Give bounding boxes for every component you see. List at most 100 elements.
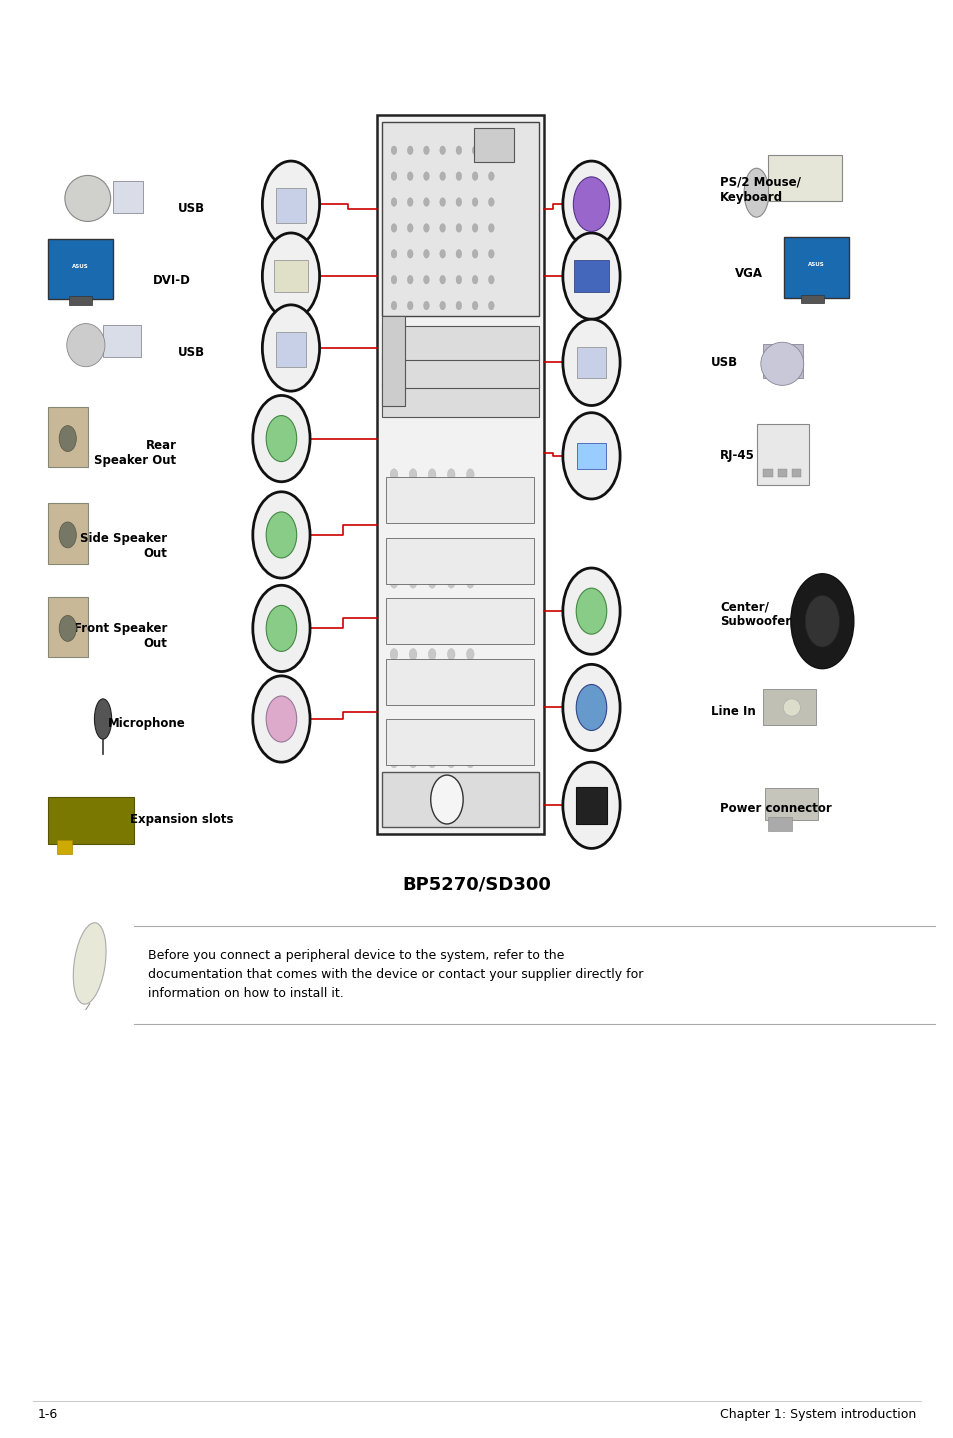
Circle shape — [456, 250, 461, 259]
Circle shape — [262, 305, 319, 391]
Circle shape — [409, 505, 416, 516]
Bar — [275, 332, 306, 367]
Circle shape — [562, 568, 619, 654]
Bar — [274, 260, 308, 292]
Bar — [574, 260, 608, 292]
Circle shape — [390, 756, 397, 768]
Ellipse shape — [65, 175, 111, 221]
Text: Front Speaker
Out: Front Speaker Out — [73, 621, 167, 650]
Circle shape — [488, 197, 494, 207]
Circle shape — [439, 171, 445, 181]
Circle shape — [447, 792, 455, 804]
Ellipse shape — [94, 699, 112, 739]
Circle shape — [390, 505, 397, 516]
Circle shape — [456, 197, 461, 207]
Ellipse shape — [73, 923, 106, 1004]
Circle shape — [409, 792, 416, 804]
Circle shape — [439, 145, 445, 155]
Circle shape — [266, 512, 296, 558]
Circle shape — [430, 775, 463, 824]
Circle shape — [456, 224, 461, 233]
Circle shape — [488, 276, 494, 285]
Bar — [764, 788, 817, 820]
Circle shape — [447, 613, 455, 624]
Bar — [762, 344, 802, 378]
Bar — [577, 347, 605, 378]
Circle shape — [262, 161, 319, 247]
Circle shape — [428, 505, 436, 516]
Circle shape — [390, 577, 397, 588]
Text: VGA: VGA — [734, 266, 761, 280]
Ellipse shape — [782, 699, 800, 716]
Text: 1-6: 1-6 — [38, 1408, 58, 1422]
Circle shape — [428, 756, 436, 768]
Bar — [381, 326, 538, 360]
Bar — [376, 115, 543, 834]
Bar — [69, 296, 91, 305]
Circle shape — [253, 585, 310, 672]
Text: Power connector: Power connector — [720, 801, 831, 815]
Bar — [576, 787, 606, 824]
Circle shape — [428, 541, 436, 552]
Circle shape — [439, 224, 445, 233]
Bar — [762, 689, 815, 725]
Circle shape — [391, 145, 396, 155]
Circle shape — [472, 224, 477, 233]
Ellipse shape — [67, 324, 105, 367]
Circle shape — [456, 302, 461, 311]
Text: RJ-45: RJ-45 — [720, 449, 755, 463]
Circle shape — [447, 577, 455, 588]
Circle shape — [391, 302, 396, 311]
Circle shape — [488, 250, 494, 259]
Bar — [48, 503, 88, 564]
Circle shape — [456, 145, 461, 155]
Bar — [577, 443, 605, 469]
Circle shape — [391, 276, 396, 285]
Circle shape — [447, 720, 455, 732]
Circle shape — [409, 577, 416, 588]
Circle shape — [488, 145, 494, 155]
Ellipse shape — [760, 342, 802, 385]
Circle shape — [428, 649, 436, 660]
Circle shape — [391, 197, 396, 207]
Circle shape — [390, 792, 397, 804]
Ellipse shape — [743, 168, 768, 217]
Circle shape — [447, 756, 455, 768]
Circle shape — [466, 684, 474, 696]
Circle shape — [390, 720, 397, 732]
Circle shape — [428, 613, 436, 624]
Circle shape — [562, 413, 619, 499]
Circle shape — [423, 302, 429, 311]
Circle shape — [423, 145, 429, 155]
Text: Microphone: Microphone — [109, 716, 186, 731]
Circle shape — [407, 171, 413, 181]
Circle shape — [390, 469, 397, 480]
Circle shape — [423, 250, 429, 259]
Circle shape — [439, 302, 445, 311]
Circle shape — [447, 469, 455, 480]
Circle shape — [407, 224, 413, 233]
Circle shape — [456, 276, 461, 285]
Bar — [386, 659, 534, 705]
Circle shape — [562, 319, 619, 406]
Text: Chapter 1: System introduction: Chapter 1: System introduction — [719, 1408, 915, 1422]
Text: Expansion slots: Expansion slots — [131, 812, 233, 827]
Circle shape — [253, 492, 310, 578]
Text: PS/2 Mouse/
Keyboard: PS/2 Mouse/ Keyboard — [720, 175, 801, 204]
Circle shape — [488, 302, 494, 311]
Circle shape — [562, 233, 619, 319]
Circle shape — [466, 469, 474, 480]
Circle shape — [439, 250, 445, 259]
Circle shape — [439, 276, 445, 285]
Circle shape — [562, 664, 619, 751]
Bar — [762, 469, 772, 477]
Circle shape — [472, 145, 477, 155]
Circle shape — [466, 505, 474, 516]
Circle shape — [409, 649, 416, 660]
Circle shape — [466, 756, 474, 768]
Circle shape — [790, 574, 853, 669]
Text: BP5270/SD300: BP5270/SD300 — [402, 876, 551, 893]
Circle shape — [266, 416, 296, 462]
Circle shape — [409, 684, 416, 696]
Bar — [756, 424, 808, 485]
